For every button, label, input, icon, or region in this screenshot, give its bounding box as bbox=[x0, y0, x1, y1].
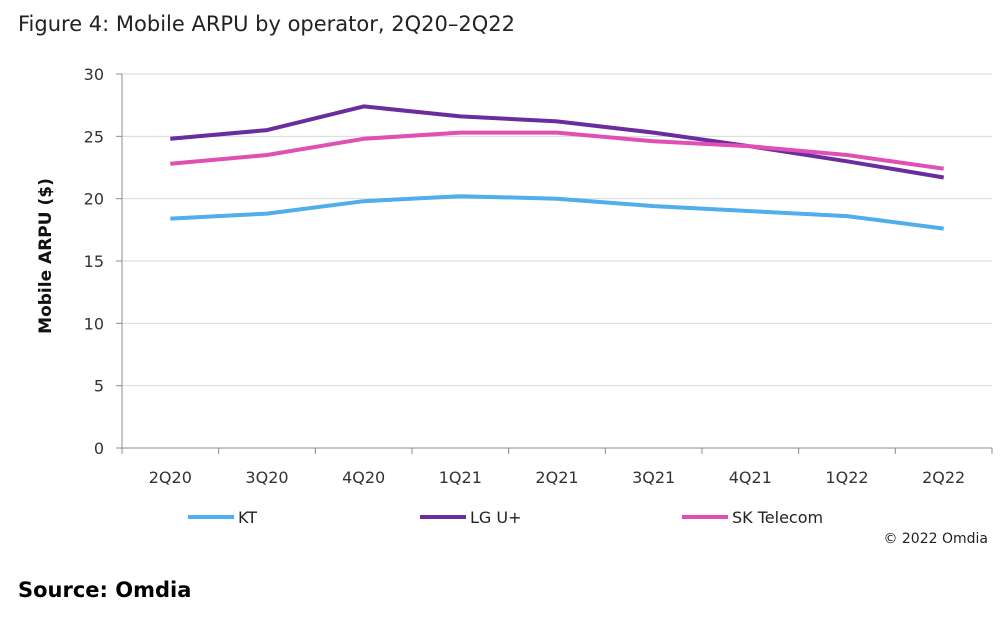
y-tick-label: 0 bbox=[94, 439, 104, 458]
y-tick-label: 30 bbox=[84, 65, 104, 84]
copyright-note: © 2022 Omdia bbox=[883, 531, 988, 547]
source-note: Source: Omdia bbox=[18, 578, 192, 602]
x-tick-label: 2Q22 bbox=[922, 468, 965, 487]
x-tick-label: 3Q21 bbox=[632, 468, 675, 487]
series-line-kt bbox=[170, 194, 944, 231]
y-tick-label: 10 bbox=[84, 314, 104, 333]
y-tick-label: 15 bbox=[84, 252, 104, 271]
x-tick-label: 2Q21 bbox=[535, 468, 578, 487]
y-axis-label: Mobile ARPU ($) bbox=[36, 178, 56, 334]
legend-label-kt: KT bbox=[238, 508, 257, 527]
x-tick-label: 4Q21 bbox=[729, 468, 772, 487]
x-tick-label: 3Q20 bbox=[245, 468, 288, 487]
y-tick-labels: 0 5 10 15 20 25 30 bbox=[84, 65, 104, 458]
legend-label-lg-u: LG U+ bbox=[470, 508, 522, 527]
legend-label-sk-telecom: SK Telecom bbox=[732, 508, 823, 527]
x-tick-labels: 2Q20 3Q20 4Q20 1Q21 2Q21 3Q21 4Q21 1Q22 2Q22 bbox=[149, 468, 965, 487]
series-line-lg-u bbox=[170, 104, 945, 180]
x-tick-label: 2Q20 bbox=[149, 468, 192, 487]
figure-title: Figure 4: Mobile ARPU by operator, 2Q20–… bbox=[18, 12, 515, 36]
series-lines bbox=[170, 104, 945, 231]
x-tick-label: 1Q21 bbox=[439, 468, 482, 487]
y-tick-label: 5 bbox=[94, 377, 104, 396]
y-tick-label: 25 bbox=[84, 127, 104, 146]
legend: KT LG U+ SK Telecom bbox=[188, 508, 823, 527]
axes bbox=[116, 73, 993, 454]
line-chart: 0 5 10 15 20 25 30 2Q20 3Q20 4Q20 1Q21 2Q21 3Q21 4Q2… bbox=[36, 65, 993, 547]
y-tick-label: 20 bbox=[84, 190, 104, 209]
series-line-sk-telecom bbox=[170, 130, 944, 171]
x-tick-label: 1Q22 bbox=[825, 468, 868, 487]
x-tick-label: 4Q20 bbox=[342, 468, 385, 487]
